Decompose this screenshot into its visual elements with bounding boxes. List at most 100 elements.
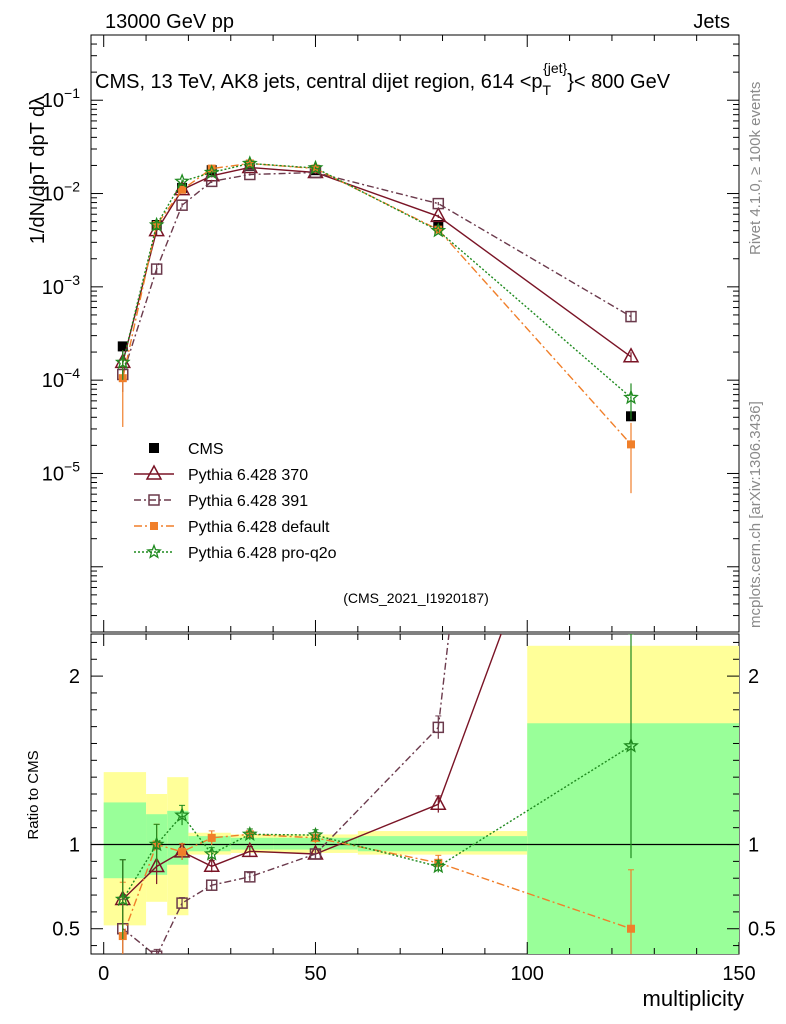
series-point-ratio-0-7 [624, 274, 638, 287]
series-point-main-3-1 [148, 216, 165, 232]
rivet-label: Rivet 4.1.0, ≥ 100k events [747, 82, 764, 255]
series-line-main-0 [122, 166, 632, 363]
ratio-band-green-0 [103, 802, 147, 879]
series-point-ratio-1-5 [309, 848, 322, 860]
series-point-main-3-4 [241, 155, 258, 171]
series-line-main-3 [122, 162, 632, 399]
header-left: 13000 GeV pp [105, 11, 234, 33]
main-ytick-exp: −5 [64, 458, 80, 474]
title-main: CMS, 13 TeV, AK8 jets, central dijet reg… [95, 71, 543, 93]
main-ytick-base: 10 [42, 370, 64, 392]
series-point-ratio-3-0 [114, 891, 131, 907]
title-tail: }< 800 GeV [567, 71, 671, 93]
series-point-ratio-1-3 [205, 879, 218, 891]
legend-label-3: Pythia 6.428 default [188, 519, 330, 536]
series-point-main-3-7 [623, 389, 639, 405]
ratio-axes: 0 50 100 150 0.5 0.5 1 1 2 2 [52, 634, 776, 985]
x-axis-label: multiplicity [643, 986, 744, 1011]
legend-marker-0 [149, 443, 159, 453]
ratio-plot-layer [91, 274, 739, 954]
series-point-main-3-0 [114, 354, 131, 370]
main-ytick-exp: −4 [64, 365, 80, 381]
series-point-main-3-3 [203, 164, 220, 180]
series-point-ratio-1-2 [176, 897, 188, 909]
legend-label-1: Pythia 6.428 370 [188, 467, 308, 484]
series-point-main-2-3 [207, 164, 216, 173]
ratio-band-green-3 [188, 836, 231, 852]
legend-marker-4 [146, 543, 162, 559]
main-ytick-base: 10 [42, 463, 64, 485]
series-point-ratio-0-6 [430, 794, 447, 811]
series-point-ratio-3-7 [623, 737, 639, 753]
main-plot-layer [114, 155, 640, 494]
ratio-ytick-label-r-0.5: 0.5 [748, 919, 776, 941]
series-point-main-2-7 [627, 440, 635, 449]
ratio-ytick-label-r-1: 1 [748, 835, 759, 857]
series-point-main-2-2 [178, 185, 187, 194]
legend-label-0: CMS [188, 441, 224, 458]
main-ytick-label--3: 10−3 [42, 272, 80, 299]
series-point-main-1-7 [625, 310, 637, 323]
title-sup: {jet} [543, 60, 567, 76]
series-line-ratio-0 [122, 634, 502, 900]
series-point-ratio-2-7 [627, 924, 635, 933]
header-right: Jets [693, 11, 730, 33]
series-line-ratio-2 [122, 833, 632, 937]
main-ytick-base: 10 [42, 277, 64, 299]
legend-label-2: Pythia 6.428 391 [188, 493, 308, 510]
main-ytick-exp: −3 [64, 272, 80, 288]
ratio-ytick-label-r-2: 2 [748, 666, 759, 688]
series-point-main-3-2 [174, 173, 190, 189]
legend: CMS Pythia 6.428 370 Pythia 6.428 391 Pythi… [134, 441, 337, 562]
series-point-main-3-5 [307, 159, 324, 175]
main-ytick-base: 10 [42, 90, 64, 112]
main-ytick-exp: −2 [64, 179, 80, 195]
series-point-ratio-1-1 [150, 950, 163, 954]
series-point-ratio-3-6 [430, 858, 447, 874]
ratio-band-green-6 [357, 836, 528, 852]
series-point-main-1-4 [244, 168, 256, 181]
main-axes: 10−510−410−310−210−1 [42, 34, 740, 633]
legend-marker-2 [148, 494, 160, 506]
ratio-band-green-4 [230, 837, 274, 850]
main-ytick-exp: −1 [64, 85, 80, 101]
ratio-y-label-text: Ratio to CMS [25, 750, 42, 839]
x-tick-label-50: 50 [304, 963, 326, 985]
main-y-label: 1/dN/dpT dpT dλ [27, 96, 49, 244]
ratio-y-label: Ratio to CMS [25, 750, 42, 839]
main-ytick-label--4: 10−4 [42, 365, 80, 392]
reference-label: (CMS_2021_I1920187) [343, 590, 489, 606]
series-point-main-3-6 [430, 222, 447, 238]
mcplots-label-text: mcplots.cern.ch [arXiv:1306.3436] [747, 401, 764, 628]
series-point-ratio-0-3 [203, 856, 220, 873]
chart-title: CMS, 13 TeV, AK8 jets, central dijet reg… [95, 60, 671, 98]
series-point-ratio-0-4 [241, 841, 259, 858]
series-line-ratio-1 [122, 634, 450, 954]
series-point-ratio-2-2 [178, 847, 187, 856]
series-point-main-1-1 [150, 263, 163, 275]
series-line-ratio-3 [122, 745, 632, 900]
series-point-main-0-7 [622, 347, 640, 363]
series-point-ratio-3-3 [203, 845, 220, 861]
series-point-ratio-3-4 [241, 825, 258, 842]
main-ytick-base: 10 [42, 184, 64, 206]
ratio-band-green-5 [273, 837, 358, 850]
title-sub: T [543, 82, 552, 98]
main-ytick-label--1: 10−1 [42, 85, 80, 112]
series-point-main-0-6 [430, 206, 447, 223]
series-point-ratio-3-5 [307, 826, 324, 842]
series-point-main-1-2 [176, 199, 188, 211]
ratio-ytick-label-l-0.5: 0.5 [52, 919, 80, 941]
ratio-ytick-label-l-1: 1 [69, 835, 80, 857]
series-point-ratio-1-4 [244, 871, 256, 883]
main-ytick-label--5: 10−5 [42, 458, 80, 485]
mcplots-label: mcplots.cern.ch [arXiv:1306.3436] [747, 401, 764, 628]
series-point-ratio-0-1 [148, 856, 165, 873]
series-point-ratio-3-1 [148, 836, 165, 852]
series-point-main-1-3 [205, 175, 218, 188]
x-tick-label-0: 0 [98, 963, 109, 985]
ratio-ytick-label-l-2: 2 [69, 666, 80, 688]
main-plot-frame [90, 34, 740, 633]
series-point-main-1-6 [432, 197, 445, 210]
